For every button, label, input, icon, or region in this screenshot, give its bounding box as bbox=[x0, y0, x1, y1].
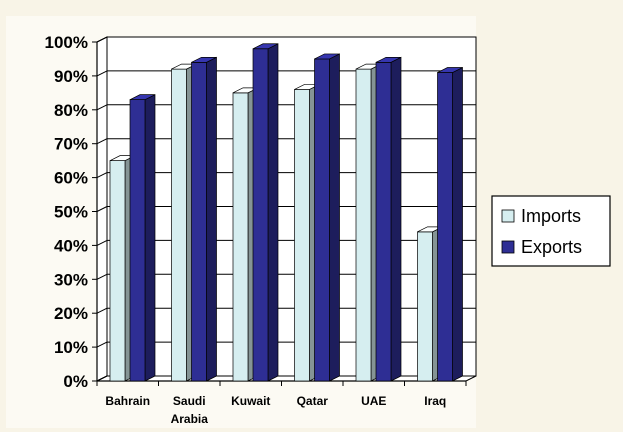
bar-imports-iraq bbox=[417, 231, 433, 382]
x-category-label: Arabia bbox=[171, 412, 209, 426]
bar-exports-kuwait-side bbox=[267, 43, 279, 382]
bar-exports-qatar bbox=[314, 58, 330, 382]
bar-imports-saudi-arabia bbox=[171, 68, 187, 382]
bar-imports-qatar bbox=[294, 89, 310, 382]
y-tick-label: 40% bbox=[54, 236, 88, 255]
x-category-label: UAE bbox=[361, 394, 386, 408]
bar-imports-uae bbox=[355, 68, 372, 382]
x-category-label: Iraq bbox=[424, 394, 446, 408]
bar-exports-uae bbox=[375, 61, 392, 382]
bar-exports-saudi-arabia bbox=[191, 61, 207, 382]
gridline-side bbox=[96, 138, 108, 145]
bar-exports-iraq-side bbox=[452, 66, 463, 382]
legend-label-exports: Exports bbox=[521, 237, 582, 257]
y-tick-label: 0% bbox=[63, 372, 88, 391]
y-tick-label: 30% bbox=[54, 270, 88, 289]
x-category-label: Kuwait bbox=[231, 394, 270, 408]
bar-exports-kuwait-top bbox=[252, 43, 279, 50]
y-tick-label: 50% bbox=[54, 203, 88, 222]
y-tick-label: 70% bbox=[54, 135, 88, 154]
gridline-side bbox=[96, 375, 108, 382]
gridline-side bbox=[96, 206, 108, 212]
gridline-side bbox=[96, 70, 108, 77]
bar-exports-saudi-arabia-side bbox=[206, 56, 217, 382]
gridline-side bbox=[96, 36, 108, 43]
gridline-side bbox=[96, 239, 108, 246]
bar-exports-bahrain bbox=[129, 99, 146, 382]
x-category-label: Bahrain bbox=[105, 394, 150, 408]
gridline-side bbox=[96, 172, 108, 179]
legend-swatch-imports bbox=[501, 209, 515, 223]
gridline-side bbox=[96, 341, 108, 348]
gridline-side bbox=[96, 273, 108, 280]
legend bbox=[491, 195, 611, 267]
y-tick-label: 20% bbox=[54, 304, 88, 323]
y-tick-label: 10% bbox=[54, 338, 88, 357]
bar-exports-saudi-arabia-top bbox=[191, 56, 217, 63]
y-tick-label: 80% bbox=[54, 101, 88, 120]
x-category-label: Saudi bbox=[173, 394, 206, 408]
bar-exports-iraq bbox=[437, 72, 453, 382]
y-tick-label: 60% bbox=[54, 169, 88, 188]
legend-swatch-exports bbox=[501, 240, 515, 254]
bar-exports-kuwait bbox=[252, 48, 269, 382]
bar-exports-uae-top bbox=[375, 56, 402, 63]
x-category-label: Qatar bbox=[297, 394, 329, 408]
bar-exports-qatar-top bbox=[314, 53, 340, 60]
bar-exports-bahrain-side bbox=[144, 94, 156, 382]
bar-exports-qatar-side bbox=[329, 53, 340, 382]
y-tick-label: 90% bbox=[54, 67, 88, 86]
gridline-side bbox=[96, 104, 108, 111]
bar-imports-bahrain bbox=[109, 160, 126, 382]
bar-exports-bahrain-top bbox=[129, 94, 156, 100]
bar-exports-iraq-top bbox=[437, 67, 463, 73]
gridline-side bbox=[96, 307, 108, 314]
legend-label-imports: Imports bbox=[521, 206, 581, 226]
bar-exports-uae-side bbox=[390, 56, 402, 382]
y-tick-label: 100% bbox=[45, 33, 88, 52]
bar-imports-kuwait bbox=[232, 92, 249, 382]
